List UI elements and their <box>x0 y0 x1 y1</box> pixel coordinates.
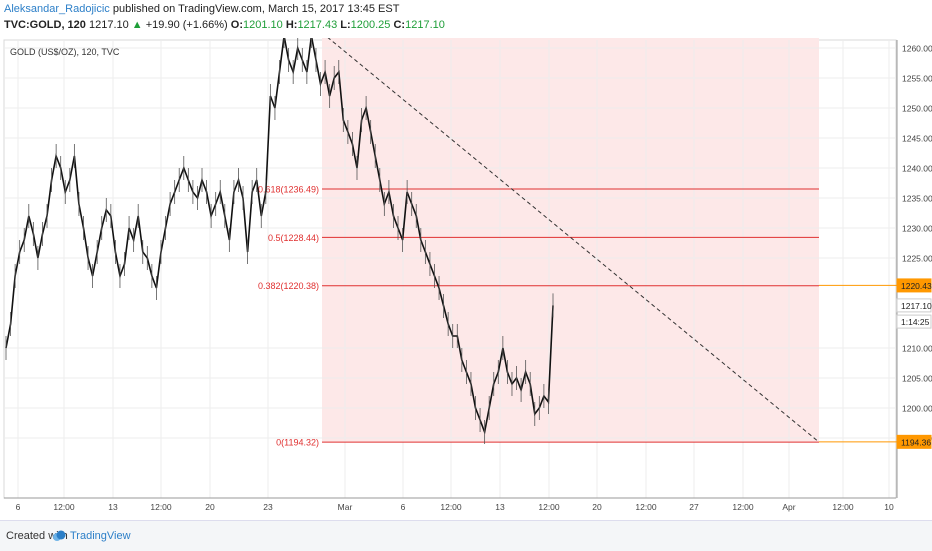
up-arrow-icon: ▲ <box>132 19 143 31</box>
chart-header: Aleksandar_Radojicic published on Tradin… <box>0 0 932 36</box>
time-tick-label: Mar <box>338 502 353 512</box>
chart-title: GOLD (US$/OZ), 120, TVC <box>10 47 120 57</box>
low-label: L: <box>340 19 350 31</box>
price-tick-label: 1250.00 <box>902 104 932 114</box>
last-price: 1217.10 <box>89 19 129 31</box>
price-tick-label: 1245.00 <box>902 134 932 144</box>
published-text: published on TradingView.com, March 15, … <box>113 3 400 15</box>
price-tick-label: 1230.00 <box>902 224 932 234</box>
fib-level-label: 0.382(1220.38) <box>258 281 319 291</box>
time-tick-label: 12:00 <box>53 502 75 512</box>
price-tick-label: 1200.00 <box>902 404 932 414</box>
time-tick-label: 23 <box>263 502 273 512</box>
time-tick-label: 6 <box>16 502 21 512</box>
price-tick-label: 1235.00 <box>902 194 932 204</box>
time-tick-label: Apr <box>782 502 795 512</box>
price-tick-label: 1260.00 <box>902 44 932 54</box>
time-tick-label: 10 <box>884 502 894 512</box>
price-tick-label: 1225.00 <box>902 254 932 264</box>
price-tick-label: 1240.00 <box>902 164 932 174</box>
tradingview-brand[interactable]: TradingView <box>70 530 131 542</box>
time-tick-label: 6 <box>401 502 406 512</box>
symbol-label: TVC:GOLD, 120 <box>4 19 86 31</box>
price-tag-label: 1194.36 <box>901 437 931 447</box>
price-chart[interactable]: 1195.001200.001205.001210.001225.001230.… <box>0 38 932 518</box>
footer: Created with TradingView <box>0 520 932 551</box>
time-tick-label: 12:00 <box>150 502 172 512</box>
time-tick-label: 20 <box>205 502 215 512</box>
high-value: 1217.43 <box>297 19 337 31</box>
time-tick-label: 12:00 <box>538 502 560 512</box>
fib-level-label: 0.618(1236.49) <box>258 185 319 195</box>
price-tick-label: 1205.00 <box>902 374 932 384</box>
price-tag-label: 1217.10 <box>901 301 932 311</box>
time-tick-label: 13 <box>495 502 505 512</box>
price-tag-label: 1:14:25 <box>901 317 930 327</box>
price-tick-label: 1210.00 <box>902 344 932 354</box>
time-tick-label: 20 <box>592 502 602 512</box>
low-value: 1200.25 <box>351 19 391 31</box>
fib-zone <box>322 38 819 442</box>
price-change: +19.90 (+1.66%) <box>146 19 228 31</box>
close-label: C: <box>393 19 405 31</box>
publish-line: Aleksandar_Radojicic published on Tradin… <box>4 3 399 15</box>
time-tick-label: 12:00 <box>832 502 854 512</box>
high-label: H: <box>286 19 298 31</box>
tradingview-logo-icon <box>52 529 66 543</box>
ohlc-line: TVC:GOLD, 120 1217.10 ▲ +19.90 (+1.66%) … <box>4 19 445 31</box>
fib-level-label: 0(1194.32) <box>276 438 319 448</box>
close-value: 1217.10 <box>405 19 445 31</box>
author-link[interactable]: Aleksandar_Radojicic <box>4 3 110 15</box>
price-tag-label: 1220.43 <box>901 281 932 291</box>
fib-level-label: 0.5(1228.44) <box>268 233 319 243</box>
time-tick-label: 12:00 <box>635 502 657 512</box>
time-tick-label: 13 <box>108 502 118 512</box>
price-tick-label: 1255.00 <box>902 74 932 84</box>
time-tick-label: 12:00 <box>732 502 754 512</box>
open-value: 1201.10 <box>243 19 283 31</box>
time-tick-label: 27 <box>689 502 699 512</box>
open-label: O: <box>231 19 243 31</box>
time-tick-label: 12:00 <box>440 502 462 512</box>
